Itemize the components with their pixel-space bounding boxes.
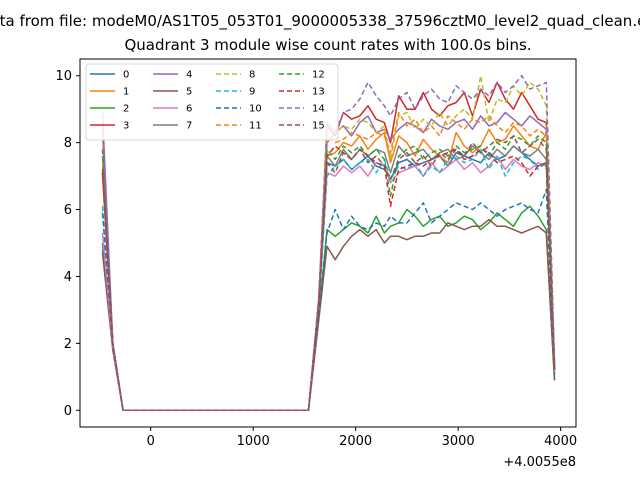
suptitle: Data from file: modeM0/AS1T05_053T01_900… [0, 12, 640, 31]
y-tick-label: 2 [64, 337, 72, 352]
legend-label-7: 7 [186, 121, 192, 132]
y-tick-label: 4 [64, 270, 72, 285]
plot-area-frame [79, 58, 577, 428]
legend-label-10: 10 [249, 104, 262, 115]
series-line-15 [101, 135, 556, 412]
x-tick-label: 2000 [339, 434, 372, 449]
chart-title: Quadrant 3 module wise count rates with … [124, 36, 531, 54]
y-tick-label: 8 [64, 136, 72, 151]
y-tick-label: 10 [55, 69, 72, 84]
x-offset-label: +4.0055e8 [503, 455, 576, 470]
x-tick-label: 4000 [544, 434, 577, 449]
series-line-7 [101, 145, 556, 412]
y-tick-label: 0 [64, 404, 72, 419]
series-line-5 [101, 218, 556, 412]
series-line-6 [101, 155, 556, 412]
legend-label-8: 8 [249, 70, 255, 81]
y-axis: 0 2 4 6 8 10 [55, 69, 80, 419]
series-line-10 [101, 188, 556, 412]
legend-frame [85, 63, 339, 141]
x-tick-label: 3000 [442, 434, 475, 449]
series-line-13 [101, 145, 556, 412]
legend-label-13: 13 [312, 87, 325, 98]
x-axis: 0 1000 2000 3000 4000 [147, 427, 577, 449]
legend-label-2: 2 [123, 104, 129, 115]
series-line-8 [101, 74, 556, 412]
series-line-12 [101, 135, 556, 412]
legend-label-4: 4 [186, 70, 192, 81]
x-tick-label: 0 [147, 434, 155, 449]
legend-label-1: 1 [123, 87, 129, 98]
legend-label-15: 15 [312, 121, 325, 132]
x-tick-label: 1000 [237, 434, 270, 449]
legend-label-14: 14 [312, 104, 325, 115]
series-line-0 [101, 145, 556, 412]
series-line-9 [101, 148, 556, 412]
legend-label-0: 0 [123, 70, 129, 81]
legend-label-6: 6 [186, 104, 192, 115]
series-line-2 [101, 205, 556, 412]
legend-label-12: 12 [312, 70, 325, 81]
legend-label-11: 11 [249, 121, 262, 132]
legend-label-3: 3 [123, 121, 129, 132]
legend-label-9: 9 [249, 87, 255, 98]
legend-label-5: 5 [186, 87, 192, 98]
y-tick-label: 6 [64, 203, 72, 218]
